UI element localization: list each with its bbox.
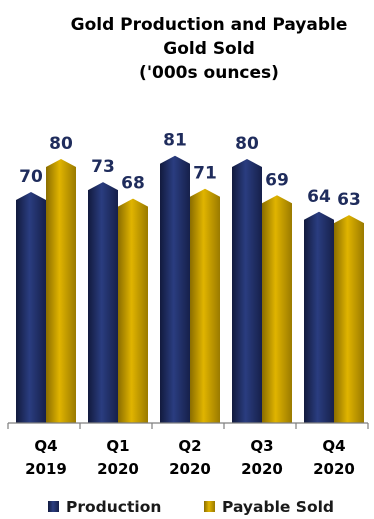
bar-payable-sold-2 xyxy=(190,188,220,423)
legend: Production Payable Sold xyxy=(48,498,334,516)
bar-production-0 xyxy=(16,192,46,423)
x-tick-label-2-year: 2020 xyxy=(169,460,211,478)
legend-swatch-payable-sold xyxy=(204,501,215,512)
value-label-payable-sold-2: 71 xyxy=(193,164,217,184)
bar-payable-sold-0 xyxy=(46,159,76,423)
legend-item-payable-sold: Payable Sold xyxy=(204,498,334,516)
bar-production-1 xyxy=(88,182,118,423)
bar-payable-sold-3 xyxy=(262,195,292,423)
value-labels-group: 70 80 73 68 81 71 80 69 64 63 xyxy=(19,131,361,210)
x-axis-ticks xyxy=(7,423,369,429)
value-label-production-4: 64 xyxy=(307,187,331,207)
x-tick-label-4-quarter: Q4 xyxy=(322,437,345,455)
legend-item-production: Production xyxy=(48,498,161,516)
x-axis-labels: Q4 2019 Q1 2020 Q2 2020 Q3 2020 Q4 2020 xyxy=(25,437,355,478)
bar-payable-sold-1 xyxy=(118,198,148,423)
bars-group xyxy=(16,155,364,423)
value-label-production-1: 73 xyxy=(91,157,115,177)
x-tick-label-3-year: 2020 xyxy=(241,460,283,478)
x-tick-label-0-quarter: Q4 xyxy=(34,437,57,455)
value-label-payable-sold-1: 68 xyxy=(121,174,145,194)
value-label-payable-sold-0: 80 xyxy=(49,134,73,154)
chart-title-line-1: Gold Production and Payable xyxy=(71,15,348,35)
value-label-production-0: 70 xyxy=(19,167,43,187)
x-tick-label-1-quarter: Q1 xyxy=(106,437,129,455)
legend-label-production: Production xyxy=(66,498,161,516)
legend-swatch-production xyxy=(48,501,59,512)
chart-title: Gold Production and Payable Gold Sold ('… xyxy=(71,15,348,83)
bar-production-4 xyxy=(304,211,334,423)
bar-payable-sold-4 xyxy=(334,215,364,423)
value-label-payable-sold-4: 63 xyxy=(337,190,361,210)
x-tick-label-1-year: 2020 xyxy=(97,460,139,478)
bar-production-3 xyxy=(232,159,262,423)
x-tick-label-3-quarter: Q3 xyxy=(250,437,273,455)
chart-title-line-3: ('000s ounces) xyxy=(139,63,279,83)
x-tick-label-4-year: 2020 xyxy=(313,460,355,478)
legend-label-payable-sold: Payable Sold xyxy=(222,498,334,516)
value-label-production-2: 81 xyxy=(163,131,187,151)
x-tick-label-0-year: 2019 xyxy=(25,460,67,478)
value-label-production-3: 80 xyxy=(235,134,259,154)
value-label-payable-sold-3: 69 xyxy=(265,170,289,190)
chart-title-line-2: Gold Sold xyxy=(163,39,254,59)
x-tick-label-2-quarter: Q2 xyxy=(178,437,201,455)
bar-production-2 xyxy=(160,155,190,423)
